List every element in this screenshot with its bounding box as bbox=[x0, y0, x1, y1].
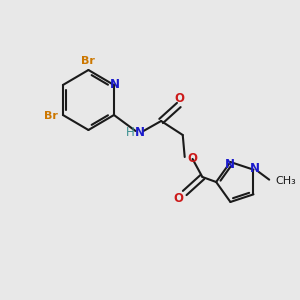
Text: N: N bbox=[134, 125, 145, 139]
Text: N: N bbox=[110, 79, 120, 92]
Text: O: O bbox=[175, 92, 185, 106]
Text: Br: Br bbox=[82, 56, 95, 66]
Text: O: O bbox=[188, 152, 198, 166]
Text: N: N bbox=[224, 158, 234, 170]
Text: Br: Br bbox=[44, 111, 58, 121]
Text: N: N bbox=[250, 162, 260, 175]
Text: H: H bbox=[126, 125, 135, 139]
Text: O: O bbox=[174, 191, 184, 205]
Text: CH₃: CH₃ bbox=[275, 176, 296, 186]
